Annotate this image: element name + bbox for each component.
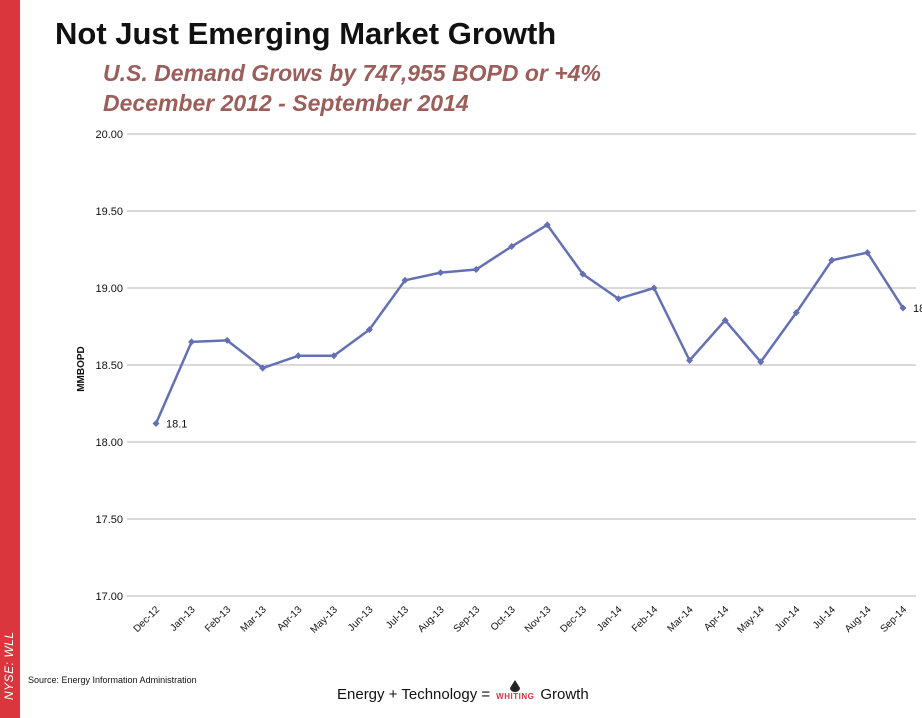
side-accent-bar: NYSE: WLL [0,0,20,718]
y-tick-label: 17.00 [95,591,123,603]
x-tick-label: Jun-13 [346,604,376,634]
data-point [686,356,694,364]
y-tick-label: 18.00 [95,437,123,449]
y-axis-label: MMBOPD [76,346,87,392]
x-tick-label: Feb-13 [203,604,233,634]
data-point [863,249,871,257]
data-point [365,326,373,334]
x-tick-label: Sep-13 [452,604,483,635]
data-points [152,221,907,428]
x-tick-label: Jun-14 [773,604,803,634]
tagline-right: Growth [540,686,589,703]
data-labels: 18.1 18.9 [166,303,922,431]
data-point [330,352,338,360]
data-point [899,304,907,312]
x-tick-label: Jul-13 [384,604,411,631]
x-tick-label: Jan-14 [595,604,625,634]
x-tick-label: Dec-13 [558,604,589,635]
chart-subtitle-line2: December 2012 - September 2014 [103,90,469,116]
slide-title: Not Just Emerging Market Growth [55,16,557,51]
x-tick-label: Sep-14 [879,604,910,635]
y-tick-label: 17.50 [95,514,123,526]
whiting-logo: WHITING [496,680,534,701]
data-point [614,295,622,303]
y-tick-label: 20.00 [95,129,123,141]
x-tick-label: Mar-13 [239,604,269,634]
oil-drop-icon [510,680,521,692]
x-tick-label: Dec-12 [132,604,163,635]
data-point [472,266,480,274]
data-point [401,276,409,284]
gridlines [127,133,916,597]
data-point [188,338,196,346]
data-point [152,420,160,428]
data-point [828,256,836,264]
data-label: 18.9 [913,303,922,315]
x-tick-label: Mar-14 [666,604,696,634]
data-point [543,221,551,229]
tagline: Energy + Technology = WHITING Growth [337,680,589,705]
x-tick-label: Nov-13 [523,604,554,635]
data-point [437,269,445,277]
y-tick-label: 19.50 [95,206,123,218]
data-point [721,316,729,324]
data-point [792,309,800,317]
x-tick-label: Jan-13 [168,604,198,634]
source-note: Source: Energy Information Administratio… [28,675,197,685]
chart-subtitle-line1: U.S. Demand Grows by 747,955 BOPD or +4% [103,60,601,86]
tagline-left: Energy + Technology = [337,686,491,703]
x-tick-label: Oct-13 [489,604,518,633]
series-line-path [154,223,905,425]
data-point [650,284,658,292]
data-point [294,352,302,360]
data-point [259,364,267,372]
x-tick-label: Aug-14 [843,604,874,635]
x-tick-label: Apr-13 [275,604,304,633]
x-tick-label: Apr-14 [702,604,731,633]
logo-text: WHITING [496,692,535,701]
x-tick-label: Aug-13 [416,604,447,635]
x-tick-label: May-13 [309,604,341,636]
series-line [154,223,905,425]
data-point [579,270,587,278]
data-label: 18.1 [166,419,187,431]
data-point [508,242,516,250]
data-point [223,336,231,344]
data-point [757,358,765,366]
x-tick-label: Jul-14 [811,604,838,631]
x-tick-label: May-14 [735,604,767,636]
x-tick-labels: Dec-12 Jan-13 Feb-13 Mar-13 Apr-13 May-13 Jun-… [132,604,910,636]
y-tick-label: 19.00 [95,283,123,295]
y-tick-label: 18.50 [95,360,123,372]
y-tick-labels: 17.00 17.50 18.00 18.50 19.00 19.50 20.00 [95,129,123,603]
x-tick-label: Feb-14 [630,604,660,634]
